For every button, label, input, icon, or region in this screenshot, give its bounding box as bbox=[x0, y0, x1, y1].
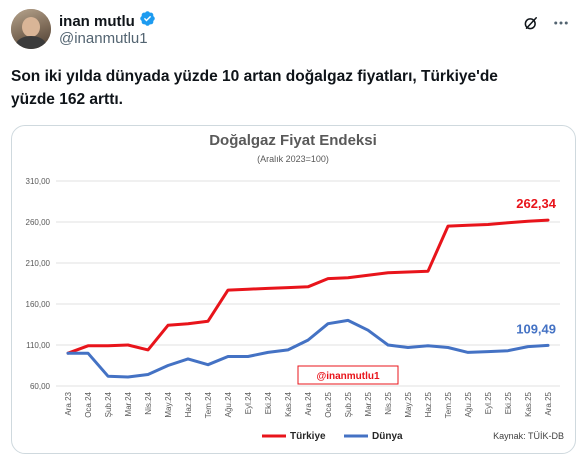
x-tick-label: Ara.24 bbox=[304, 391, 313, 415]
grok-icon[interactable] bbox=[522, 14, 540, 37]
y-tick-label: 210,00 bbox=[26, 259, 51, 268]
x-tick-label: Nis.25 bbox=[384, 391, 393, 414]
y-tick-label: 310,00 bbox=[26, 177, 51, 186]
x-tick-label: Oca.24 bbox=[84, 391, 93, 417]
chart: Doğalgaz Fiyat Endeksi (Aralık 2023=100) 3… bbox=[26, 132, 564, 442]
x-tick-label: Eyl.25 bbox=[484, 391, 493, 414]
x-tick-label: Mar.25 bbox=[364, 391, 373, 416]
x-tick-label: Eyl.24 bbox=[244, 391, 253, 414]
x-tick-label: Şub.24 bbox=[104, 391, 113, 417]
tweet-actions bbox=[522, 14, 570, 37]
more-options-icon[interactable] bbox=[552, 14, 570, 37]
watermark-box bbox=[297, 365, 399, 385]
series-line-turkiye bbox=[66, 218, 550, 355]
x-tick-label: Ağu.25 bbox=[464, 391, 473, 417]
x-tick-label: Haz.24 bbox=[184, 391, 193, 417]
tweet-text: Son iki yılda dünyada yüzde 10 artan doğ… bbox=[11, 65, 571, 111]
series-line-dunya bbox=[66, 318, 550, 379]
x-tick-label: May.24 bbox=[164, 391, 173, 417]
data-label-turkiye: 262,34 bbox=[516, 196, 557, 211]
watermark-text: @inanmutlu1 bbox=[316, 371, 380, 382]
y-tick-label: 110,00 bbox=[26, 341, 50, 350]
y-tick-label: 160,00 bbox=[26, 300, 51, 309]
legend-label-turkiye: Türkiye bbox=[290, 431, 326, 442]
y-tick-label: 260,00 bbox=[26, 218, 51, 227]
legend-label-dunya: Dünya bbox=[372, 431, 403, 442]
x-tick-label: Kas.24 bbox=[284, 391, 293, 416]
x-tick-label: Haz.25 bbox=[424, 391, 433, 417]
x-tick-label: Tem.24 bbox=[204, 391, 213, 418]
verified-badge-icon bbox=[139, 10, 156, 32]
source-text: Kaynak: TÜİK-DB bbox=[493, 431, 564, 441]
x-tick-label: Oca.25 bbox=[324, 391, 333, 417]
chart-subtitle: (Aralık 2023=100) bbox=[257, 154, 329, 164]
chart-image-card[interactable]: Doğalgaz Fiyat Endeksi (Aralık 2023=100) 3… bbox=[11, 125, 576, 454]
x-tick-label: Eki.24 bbox=[264, 391, 273, 414]
tweet-text-line-1: Son iki yılda dünyada yüzde 10 artan doğ… bbox=[11, 68, 498, 85]
author-name[interactable]: inan mutlu bbox=[59, 12, 135, 30]
author-name-row: inan mutlu bbox=[59, 10, 156, 32]
tweet-text-line-2: yüzde 162 arttı. bbox=[11, 91, 123, 108]
x-tick-label: Nis.24 bbox=[144, 391, 153, 414]
x-tick-label: Tem.25 bbox=[444, 391, 453, 418]
author-handle[interactable]: @inanmutlu1 bbox=[59, 30, 148, 47]
x-tick-label: May.25 bbox=[404, 391, 413, 417]
y-tick-label: 60,00 bbox=[30, 382, 51, 391]
x-tick-label: Ağu.24 bbox=[224, 391, 233, 417]
data-label-dunya: 109,49 bbox=[516, 321, 556, 336]
x-tick-label: Ara.23 bbox=[64, 391, 73, 415]
x-tick-label: Ara.25 bbox=[544, 391, 553, 415]
avatar[interactable] bbox=[11, 9, 51, 49]
x-tick-label: Kas.25 bbox=[524, 391, 533, 416]
x-tick-label: Eki.25 bbox=[504, 391, 513, 414]
x-tick-label: Mar.24 bbox=[124, 391, 133, 416]
x-tick-label: Şub.25 bbox=[344, 391, 353, 417]
chart-title: Doğalgaz Fiyat Endeksi bbox=[209, 132, 377, 149]
